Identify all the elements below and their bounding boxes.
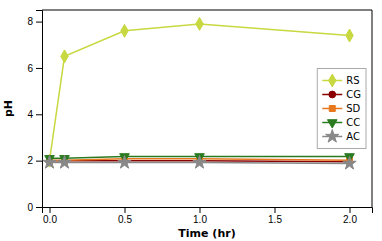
tick: 0.5 (118, 207, 132, 225)
tick: 1.0 (193, 207, 207, 225)
tick-label: 2.0 (343, 214, 357, 225)
legend-label: AC (346, 131, 360, 142)
plot: 0.0 0.5 1.0 1.5 2.0 0 2 4 6 8 RS CG SD CC AC (27, 10, 372, 225)
tick-label: 0.5 (118, 214, 132, 225)
legend-label: SD (346, 103, 360, 114)
marker (193, 156, 206, 169)
y-axis-title: pH (2, 100, 15, 117)
tick-mark (200, 207, 201, 213)
tick-label: 1.0 (193, 214, 207, 225)
legend-item: AC (322, 130, 360, 143)
tick: 4 (27, 109, 42, 120)
tick-mark (50, 207, 51, 213)
tick: 0 (27, 202, 42, 213)
tick: 2.0 (343, 207, 357, 225)
legend-label: RS (346, 75, 359, 86)
tick-mark (275, 207, 276, 213)
tick: 2 (27, 155, 42, 166)
frame (372, 10, 373, 207)
tick-label: 0.0 (43, 214, 57, 225)
marker (43, 156, 56, 169)
marker (346, 29, 353, 42)
legend-label: CG (346, 89, 361, 100)
tick-mark (125, 207, 126, 213)
legend-symbol (329, 74, 336, 87)
line (50, 24, 350, 161)
tick-label: 0 (27, 202, 33, 213)
tick-label: 2 (27, 155, 33, 166)
x-axis-line (43, 208, 373, 214)
legend-item: SD (322, 103, 360, 114)
marker (118, 156, 131, 169)
frame (42, 10, 372, 11)
legend-symbol (329, 106, 335, 112)
marks (43, 17, 356, 169)
y-axis-line (36, 11, 43, 208)
tick: 0.0 (43, 207, 57, 225)
marker (121, 24, 128, 37)
legend: RS CG SD CC AC (317, 69, 366, 149)
tick-mark (36, 114, 42, 115)
marker (196, 17, 203, 30)
chart: 0.0 0.5 1.0 1.5 2.0 0 2 4 6 8 RS CG SD CC AC Time (hr) p… (0, 0, 382, 241)
tick: 8 (27, 16, 42, 27)
legend-item: CC (322, 117, 360, 128)
series (46, 17, 353, 167)
legend-symbol (326, 130, 339, 143)
tick-mark (36, 161, 42, 162)
tick-label: 8 (27, 16, 33, 27)
tick-mark (350, 207, 351, 213)
marker (61, 50, 68, 63)
tick-label: 1.5 (268, 214, 282, 225)
tick-label: 4 (27, 109, 33, 120)
tick-mark (36, 22, 42, 23)
marker (58, 156, 71, 169)
legend-item: CG (322, 89, 361, 100)
x-axis: 0.0 0.5 1.0 1.5 2.0 (43, 207, 373, 225)
legend-box (317, 69, 366, 149)
tick-mark (36, 207, 42, 208)
y-axis: 0 2 4 6 8 (27, 11, 42, 213)
legend-symbol (327, 120, 337, 128)
x-axis-title: Time (hr) (178, 227, 235, 240)
legend-label: CC (346, 117, 360, 128)
tick-mark (36, 68, 42, 69)
tick: 6 (27, 63, 42, 74)
series (43, 156, 356, 170)
legend-symbol (329, 91, 336, 98)
marker (343, 156, 356, 169)
tick-label: 6 (27, 63, 33, 74)
tick: 1.5 (268, 207, 282, 225)
legend-item: RS (322, 74, 359, 87)
